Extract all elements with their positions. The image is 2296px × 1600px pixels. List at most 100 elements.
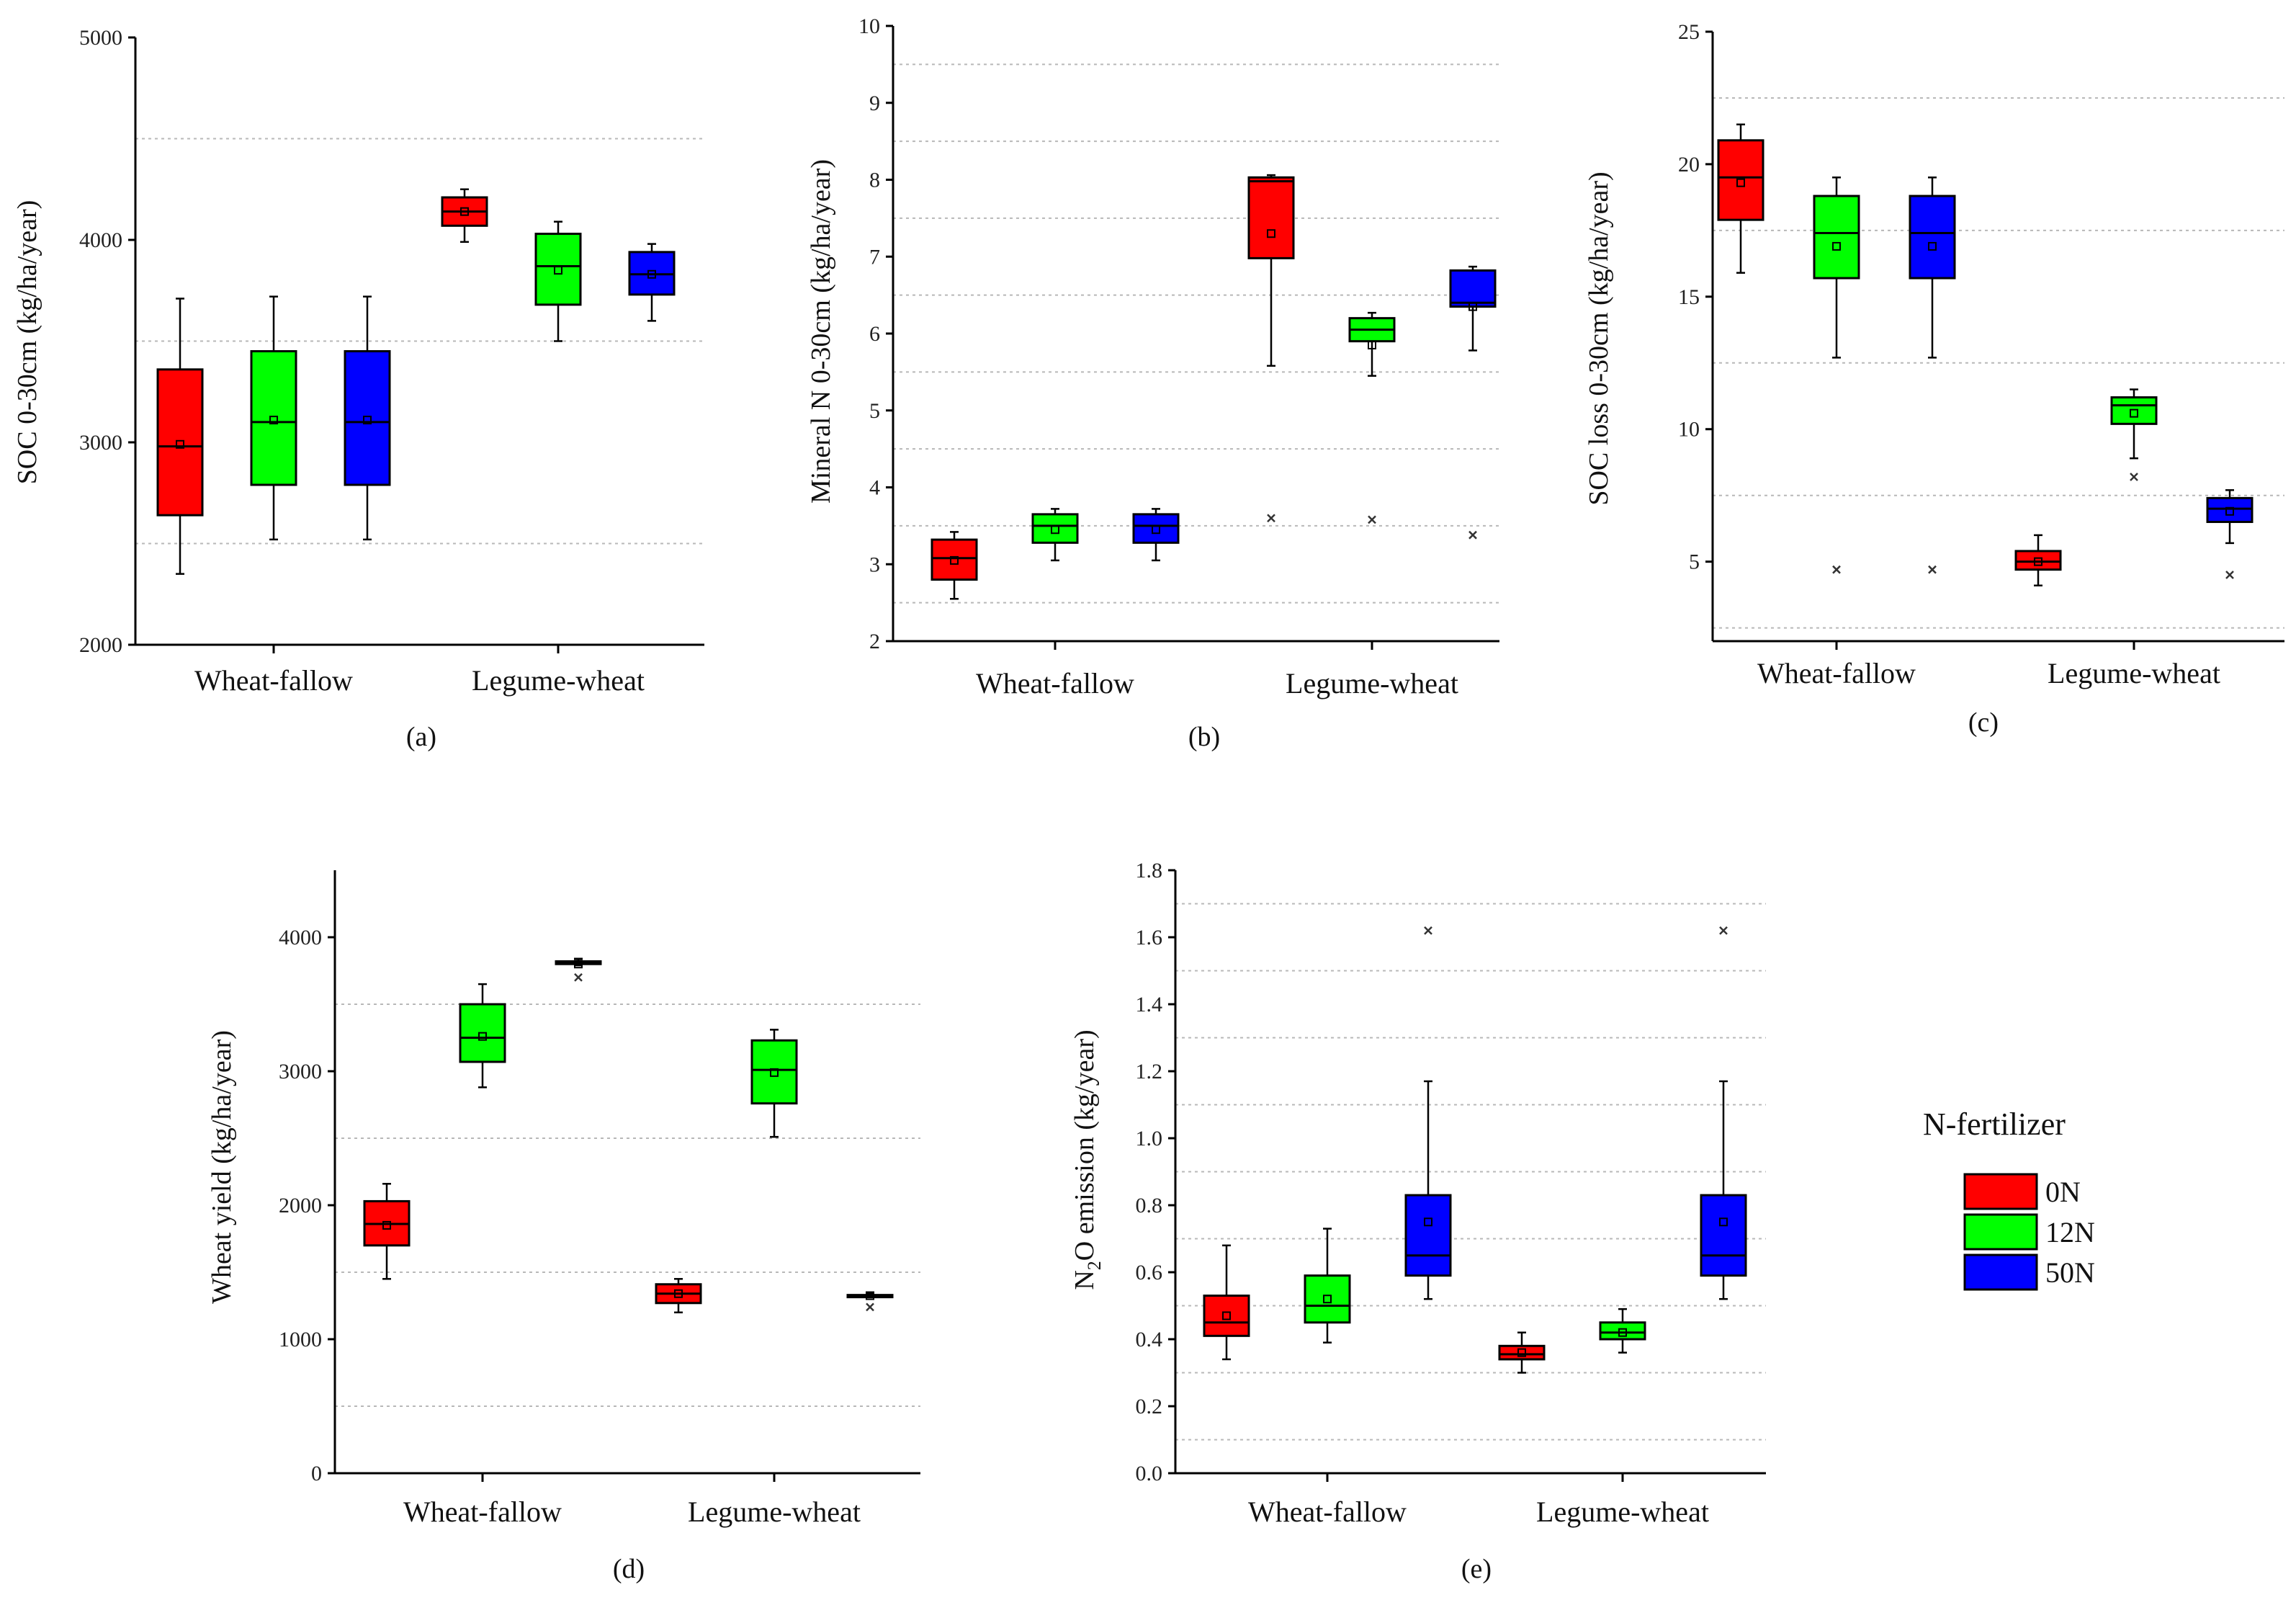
box-mean [574,960,583,969]
box-mean [1517,1348,1526,1357]
box-0N-Wheat-fallow [1203,1244,1250,1361]
box-mean [1051,525,1059,535]
y-tick-label: 1000 [279,1328,322,1351]
x-tick-label: Wheat-fallow [1248,1496,1407,1528]
box-iqr [1203,1295,1250,1337]
x-tick-label: Legume-wheat [472,664,645,697]
outlier-point [1719,926,1728,935]
legend-label: 12N [2045,1216,2095,1248]
box-mean [363,416,372,425]
x-tick-label: Wheat-fallow [976,667,1134,700]
y-tick-label: 1.0 [1136,1127,1163,1150]
legend-swatch [1963,1213,2038,1251]
box-mean [647,269,656,279]
box-50N-Wheat-fallow [1132,508,1180,562]
chart-panel-4: 0 1000 2000 3000 4000 Wheat-fallow Legume-whea… [207,870,920,1584]
box-iqr [2110,396,2158,425]
box-12N-Wheat-fallow [250,295,297,541]
box-mean [950,555,959,565]
y-tick-label: 3000 [79,431,122,455]
box-0N-Legume-wheat [441,188,488,243]
legend-swatch [1963,1173,2038,1210]
box-iqr [1599,1321,1646,1341]
x-tick-label: Wheat-fallow [403,1496,562,1528]
box-0N-Legume-wheat [1498,1331,1546,1374]
legend-item-50N: 50N [1963,1253,2095,1291]
box-50N-Wheat-fallow [555,957,602,982]
y-tick-label: 5 [1689,550,1700,574]
box-mean [1267,229,1275,238]
legend: N-fertilizer 0N 12N 50N [1923,1107,2095,1291]
x-tick-label: Legume-wheat [1286,667,1458,700]
chart-panel-1: 2000 3000 4000 5000 Wheat-fallow Legume-wheat… [12,26,704,752]
box-mean [2130,408,2138,418]
y-tick-label: 0.6 [1136,1261,1163,1284]
box-12N-Legume-wheat [750,1029,798,1138]
box-iqr [2206,496,2254,523]
y-tick-label: 9 [869,91,880,115]
x-tick-label: Legume-wheat [1536,1496,1709,1528]
chart-panel-3: 5 10 15 20 25 Wheat-fallow Legume-wheat SOC los… [1584,20,2284,738]
box-12N-Wheat-fallow [1031,508,1079,562]
y-tick-label: 5000 [79,26,122,50]
box-mean [382,1220,391,1230]
y-tick-label: 10 [858,14,880,38]
box-50N-Legume-wheat [628,243,676,322]
box-mean [1832,241,1841,251]
box-iqr [534,233,582,306]
panel-label: (e) [1461,1554,1492,1584]
box-iqr [1031,513,1079,544]
box-mean [2225,506,2234,516]
box-50N-Legume-wheat [846,1291,894,1312]
box-mean [176,439,184,449]
outlier-point [2130,473,2138,481]
box-mean [1468,302,1477,311]
legend-swatch [1963,1253,2038,1291]
box-mean [1323,1295,1332,1304]
box-mean [1368,341,1376,350]
box-0N-Wheat-fallow [363,1182,411,1280]
y-axis-title: SOC 0-30cm (kg/ha/year) [12,200,42,485]
y-axis-title: Wheat yield (kg/ha/year) [207,1030,237,1304]
y-tick-label: 4000 [79,228,122,252]
legend-item-0N: 0N [1963,1173,2081,1210]
panel-label: (d) [613,1554,645,1584]
box-mean [269,416,278,425]
box-0N-Wheat-fallow [1717,123,1764,274]
panel-label: (a) [406,722,436,752]
chart-panels: 2000 3000 4000 5000 Wheat-fallow Legume-wheat… [12,14,2284,1584]
legend-items: 0N 12N 50N [1963,1173,2095,1291]
y-tick-label: 2000 [279,1194,322,1217]
box-mean [1152,525,1160,535]
y-tick-label: 1.8 [1136,859,1163,882]
box-iqr [930,538,978,581]
box-iqr [1449,269,1497,308]
y-tick-label: 1.6 [1136,926,1163,949]
outlier-point [574,973,583,982]
box-iqr [1717,139,1764,221]
box-0N-Wheat-fallow [156,298,204,575]
box-mean [2034,557,2042,566]
box-12N-Wheat-fallow [1813,176,1860,574]
box-12N-Wheat-fallow [459,983,506,1089]
y-tick-label: 15 [1678,285,1700,309]
x-tick-label: Wheat-fallow [1757,657,1916,689]
outlier-point [1928,565,1937,574]
box-50N-Wheat-fallow [1909,176,1956,574]
outlier-point [1368,515,1376,524]
box-50N-Legume-wheat [1449,265,1497,540]
box-12N-Wheat-fallow [1304,1228,1351,1344]
y-tick-label: 8 [869,169,880,192]
y-tick-label: 7 [869,245,880,269]
box-mean [554,266,562,275]
box-mean [460,207,469,216]
box-0N-Legume-wheat [2014,534,2062,587]
y-tick-label: 10 [1678,418,1700,442]
x-tick-label: Wheat-fallow [194,664,353,697]
y-tick-label: 0 [311,1462,322,1485]
box-12N-Legume-wheat [534,220,582,342]
y-tick-label: 0.0 [1136,1462,1163,1485]
box-50N-Wheat-fallow [1404,926,1452,1300]
box-iqr [750,1039,798,1105]
chart-panel-2: 2 3 4 5 6 7 8 9 10 Wheat-fallow Legume-wheat Minera… [806,14,1499,752]
